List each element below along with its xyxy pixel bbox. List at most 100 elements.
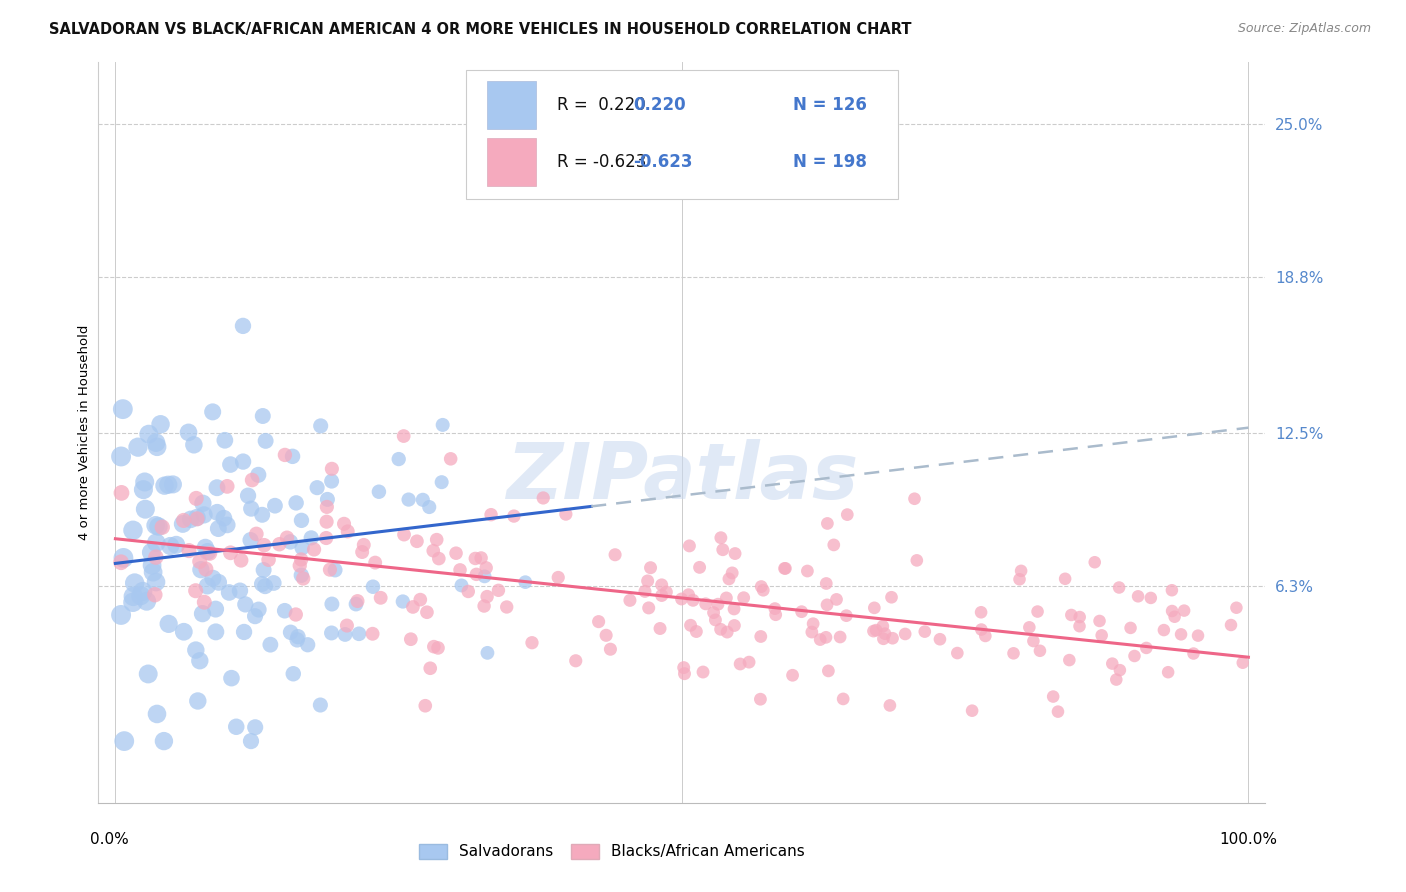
Point: [148, 519, 170, 533]
Point: [201, 405, 224, 419]
Point: [588, 615, 610, 629]
Point: [1225, 600, 1247, 615]
Point: [655, 585, 678, 599]
Point: [205, 481, 228, 495]
Point: [153, 734, 176, 748]
Point: [682, 593, 704, 607]
Point: [430, 475, 453, 490]
Point: [180, 512, 202, 526]
Point: [470, 551, 492, 566]
Point: [1054, 572, 1077, 586]
FancyBboxPatch shape: [486, 81, 536, 129]
Point: [1173, 604, 1195, 618]
Point: [880, 591, 903, 605]
Point: [449, 563, 471, 577]
Point: [112, 734, 135, 748]
Point: [284, 607, 307, 622]
Point: [515, 575, 537, 590]
Point: [122, 523, 145, 537]
Point: [288, 558, 311, 573]
Point: [250, 508, 273, 522]
Point: [149, 417, 172, 432]
Point: [1059, 653, 1081, 667]
Point: [475, 561, 498, 575]
Point: [692, 665, 714, 679]
Point: [418, 500, 440, 514]
Point: [141, 558, 163, 573]
Text: 100.0%: 100.0%: [1219, 832, 1278, 847]
Point: [194, 562, 217, 576]
Point: [800, 625, 823, 640]
Text: N = 198: N = 198: [793, 153, 866, 171]
Point: [146, 440, 169, 454]
FancyBboxPatch shape: [465, 70, 898, 200]
Point: [299, 531, 322, 545]
Point: [232, 454, 254, 468]
Point: [146, 706, 169, 721]
Point: [110, 555, 132, 569]
Point: [808, 632, 831, 647]
Point: [974, 629, 997, 643]
Point: [695, 597, 717, 611]
Point: [873, 626, 896, 640]
Point: [472, 599, 495, 613]
Point: [243, 720, 266, 734]
Point: [796, 564, 818, 578]
Point: [465, 567, 488, 582]
Point: [723, 618, 745, 632]
Point: [302, 542, 325, 557]
Point: [193, 595, 215, 609]
Point: [219, 458, 242, 472]
Point: [190, 563, 212, 577]
Point: [280, 625, 302, 640]
Point: [353, 538, 375, 552]
Point: [290, 513, 312, 527]
Point: [707, 597, 730, 611]
Point: [1069, 619, 1091, 633]
Point: [219, 546, 242, 560]
Text: N = 126: N = 126: [793, 96, 866, 114]
Point: [564, 654, 586, 668]
Point: [135, 594, 157, 608]
Point: [1029, 644, 1052, 658]
Point: [960, 704, 983, 718]
Point: [263, 576, 285, 591]
Point: [817, 664, 839, 678]
Point: [531, 491, 554, 505]
Point: [475, 590, 498, 604]
Legend: Salvadorans, Blacks/African Americans: Salvadorans, Blacks/African Americans: [413, 838, 811, 865]
Point: [292, 572, 315, 586]
Point: [346, 594, 368, 608]
Point: [233, 624, 256, 639]
Point: [361, 580, 384, 594]
Point: [186, 512, 208, 526]
Point: [763, 601, 786, 615]
Point: [370, 591, 392, 605]
Point: [333, 627, 356, 641]
Point: [205, 505, 228, 519]
Point: [177, 425, 200, 440]
Point: [765, 607, 787, 622]
Point: [599, 642, 621, 657]
Point: [110, 607, 132, 622]
Point: [252, 409, 274, 423]
Point: [132, 483, 155, 497]
Point: [637, 601, 659, 615]
Point: [250, 577, 273, 591]
Point: [595, 628, 617, 642]
Point: [450, 578, 472, 592]
Point: [1232, 656, 1254, 670]
Point: [711, 542, 734, 557]
Point: [336, 618, 359, 632]
Point: [946, 646, 969, 660]
Point: [723, 602, 745, 616]
Point: [619, 593, 641, 607]
Point: [862, 624, 884, 639]
FancyBboxPatch shape: [486, 138, 536, 186]
Point: [423, 640, 446, 654]
Point: [141, 545, 163, 559]
Point: [733, 591, 755, 605]
Point: [229, 583, 252, 598]
Point: [364, 556, 387, 570]
Point: [157, 477, 180, 491]
